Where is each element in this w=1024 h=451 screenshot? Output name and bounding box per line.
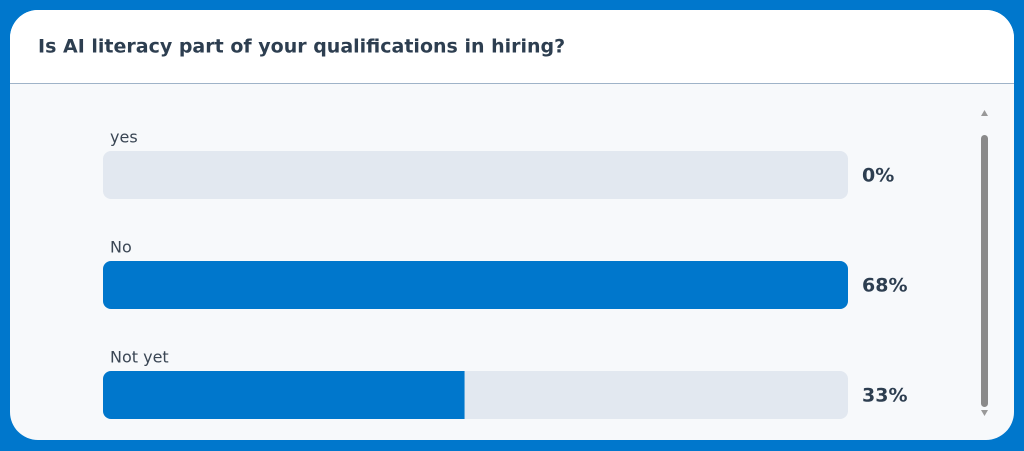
value-label: 68% bbox=[862, 275, 907, 297]
bar bbox=[103, 371, 465, 419]
bar bbox=[103, 261, 848, 309]
poll-title: Is AI literacy part of your qualificatio… bbox=[38, 36, 565, 58]
value-label: 0% bbox=[862, 165, 894, 187]
option-label: No bbox=[110, 238, 132, 257]
scrollbar[interactable] bbox=[981, 135, 988, 407]
option-label: Not yet bbox=[110, 348, 169, 367]
bar-track bbox=[103, 151, 848, 199]
header bbox=[10, 10, 1014, 83]
value-label: 33% bbox=[862, 385, 907, 407]
scroll-down[interactable] bbox=[981, 410, 988, 416]
option-label: yes bbox=[110, 128, 138, 147]
scroll-up[interactable] bbox=[981, 110, 988, 116]
